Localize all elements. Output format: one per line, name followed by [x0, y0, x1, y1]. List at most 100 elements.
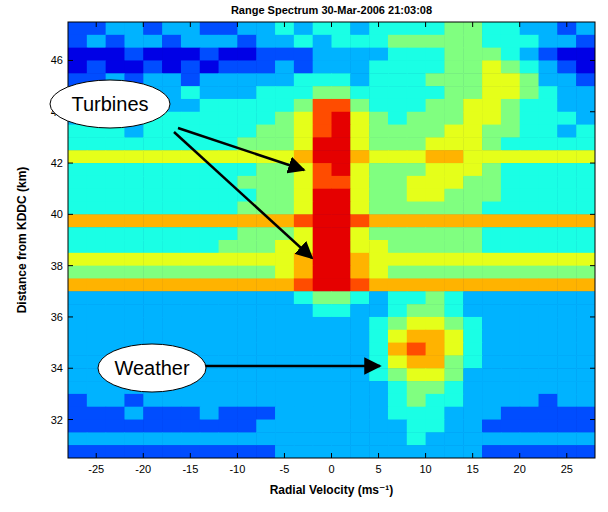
cell — [557, 137, 576, 150]
cell — [388, 368, 407, 381]
cell — [463, 176, 482, 189]
cell — [332, 214, 351, 227]
cell — [200, 240, 219, 253]
cell — [482, 317, 501, 330]
cell — [313, 176, 332, 189]
cell — [407, 35, 426, 48]
cell — [444, 355, 463, 368]
cell — [200, 60, 219, 73]
cell — [463, 189, 482, 202]
cell — [68, 240, 87, 253]
cell — [68, 407, 87, 420]
cell — [106, 407, 125, 420]
cell — [313, 394, 332, 407]
cell — [143, 266, 162, 279]
cell — [313, 381, 332, 394]
cell — [332, 330, 351, 343]
cell — [313, 60, 332, 73]
cell — [576, 125, 595, 138]
cell — [162, 176, 181, 189]
cell — [501, 86, 520, 99]
cell — [181, 227, 200, 240]
cell — [369, 304, 388, 317]
cell — [576, 317, 595, 330]
cell — [501, 317, 520, 330]
cell — [557, 48, 576, 61]
cell — [482, 48, 501, 61]
cell — [482, 86, 501, 99]
cell — [426, 150, 445, 163]
cell — [369, 189, 388, 202]
cell — [219, 99, 238, 112]
cell — [576, 99, 595, 112]
cell — [539, 317, 558, 330]
cell — [294, 86, 313, 99]
cell — [520, 368, 539, 381]
cell — [576, 381, 595, 394]
cell — [256, 445, 275, 458]
cell — [388, 163, 407, 176]
cell — [162, 394, 181, 407]
cell — [256, 22, 275, 35]
cell — [501, 253, 520, 266]
cell — [106, 150, 125, 163]
cell — [369, 48, 388, 61]
cell — [501, 407, 520, 420]
cell — [181, 73, 200, 86]
cell — [407, 420, 426, 433]
cell — [407, 278, 426, 291]
cell — [388, 407, 407, 420]
cell — [332, 227, 351, 240]
cell — [106, 420, 125, 433]
cell — [350, 368, 369, 381]
cell — [539, 137, 558, 150]
cell — [388, 343, 407, 356]
cell — [388, 137, 407, 150]
cell — [87, 381, 106, 394]
cell — [463, 291, 482, 304]
cell — [557, 163, 576, 176]
cell — [143, 407, 162, 420]
cell — [332, 60, 351, 73]
cell — [219, 432, 238, 445]
cell — [407, 125, 426, 138]
cell — [520, 355, 539, 368]
cell — [181, 48, 200, 61]
cell — [388, 99, 407, 112]
x-tick — [378, 22, 379, 27]
cell — [463, 86, 482, 99]
cell — [313, 202, 332, 215]
cell — [87, 291, 106, 304]
cell — [426, 22, 445, 35]
cell — [407, 266, 426, 279]
cell — [482, 330, 501, 343]
cell — [313, 253, 332, 266]
cell — [539, 202, 558, 215]
cell — [68, 330, 87, 343]
cell — [313, 432, 332, 445]
cell — [482, 35, 501, 48]
cell — [275, 266, 294, 279]
cell — [256, 317, 275, 330]
cell — [162, 189, 181, 202]
cell — [576, 214, 595, 227]
annotation-bubble — [98, 344, 206, 392]
cell — [162, 407, 181, 420]
cell — [87, 394, 106, 407]
cell — [219, 394, 238, 407]
cell — [520, 214, 539, 227]
cell — [444, 278, 463, 291]
cell — [369, 163, 388, 176]
cell — [350, 189, 369, 202]
cell — [313, 22, 332, 35]
y-tick — [68, 163, 73, 164]
cell — [294, 291, 313, 304]
y-tick — [590, 163, 595, 164]
cell — [350, 22, 369, 35]
cell — [200, 253, 219, 266]
cell — [106, 22, 125, 35]
cell — [162, 48, 181, 61]
cell — [444, 125, 463, 138]
cell — [444, 214, 463, 227]
cell — [520, 202, 539, 215]
